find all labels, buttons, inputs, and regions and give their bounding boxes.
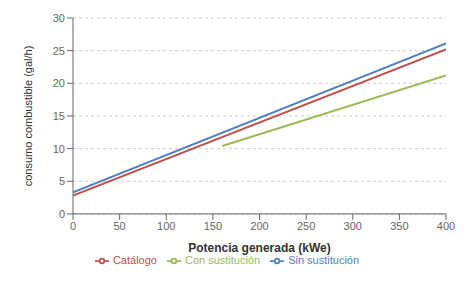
svg-text:50: 50: [114, 220, 126, 232]
svg-text:10: 10: [53, 143, 65, 155]
svg-text:15: 15: [53, 110, 65, 122]
svg-text:250: 250: [297, 220, 315, 232]
svg-text:5: 5: [59, 175, 65, 187]
svg-text:consumo combustible (gal/h): consumo combustible (gal/h): [22, 46, 34, 187]
svg-text:0: 0: [59, 208, 65, 220]
html-text:Catálogo: Catálogo: [112, 253, 157, 266]
svg-text:Potencia generada (kWe): Potencia generada (kWe): [188, 241, 331, 255]
svg-text:0: 0: [70, 220, 76, 232]
svg-text:150: 150: [204, 220, 222, 232]
svg-text:400: 400: [437, 220, 455, 232]
html-text:Con sustitución: Con sustitución: [184, 253, 261, 266]
svg-text:200: 200: [250, 220, 268, 232]
svg-text:25: 25: [53, 45, 65, 57]
svg-text:300: 300: [344, 220, 362, 232]
svg-text:30: 30: [53, 12, 65, 24]
svg-text:100: 100: [157, 220, 175, 232]
html-text:Sin sustitución: Sin sustitución: [288, 253, 360, 266]
svg-text:350: 350: [390, 220, 408, 232]
svg-text:20: 20: [53, 77, 65, 89]
